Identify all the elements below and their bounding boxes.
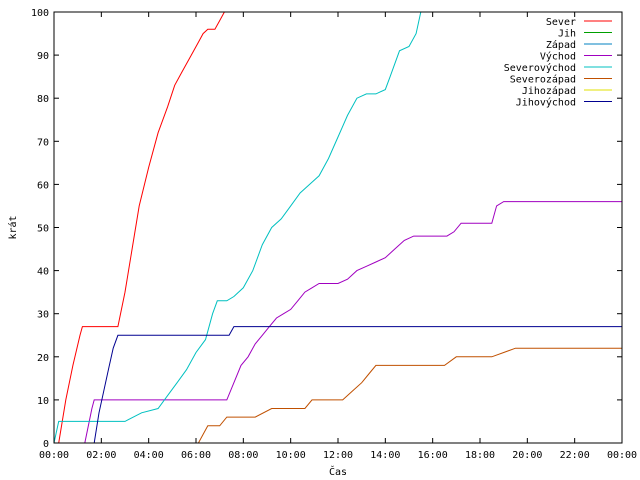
x-tick-label: 08:00 [228,450,258,461]
x-tick-label: 12:00 [323,450,353,461]
x-tick-label: 20:00 [512,450,542,461]
series-line-severovychod [53,11,422,444]
y-tick-label: 30 [37,310,49,321]
ticks-layer: 00:00 02:00 04:00 06:00 08:00 10:00 12:00 14:00… [31,8,637,461]
legend-label-zapad: Západ [546,39,576,51]
x-axis-title: Čas [329,465,347,478]
y-axis-title: krát [7,215,19,239]
x-tick-label: 00:00 [39,450,69,461]
y-tick-label: 70 [37,137,49,148]
x-tick-label: 06:00 [181,450,211,461]
x-tick-label: 00:00 [607,450,637,461]
x-tick-label: 16:00 [418,450,448,461]
y-tick-label: 90 [37,51,49,62]
x-tick-label: 14:00 [370,450,400,461]
x-tick-label: 10:00 [276,450,306,461]
y-tick-label: 10 [37,396,49,407]
x-tick-label: 02:00 [86,450,116,461]
series-line-severozapad [197,347,622,444]
y-tick-label: 20 [37,353,49,364]
y-tick-label: 100 [31,8,49,19]
legend: SeverJihZápadVýchodSeverovýchodSeverozáp… [504,17,612,109]
legend-label-jih: Jih [558,29,576,40]
legend-label-severovychod: Severovýchod [504,62,576,74]
x-tick-label: 04:00 [134,450,164,461]
x-tick-label: 18:00 [465,450,495,461]
y-tick-label: 40 [37,267,49,278]
legend-label-vychod: Východ [540,51,576,63]
legend-label-sever: Sever [546,17,576,28]
y-tick-label: 0 [43,439,49,450]
legend-label-jihozapad: Jihozápad [522,85,576,97]
y-tick-label: 50 [37,224,49,235]
series-line-vychod [84,201,622,444]
y-tick-label: 80 [37,94,49,105]
x-tick-label: 22:00 [560,450,590,461]
series-line-jihovychod [93,326,622,444]
series-layer [53,11,622,444]
legend-label-severozapad: Severozápad [510,74,576,86]
series-line-sever [58,11,225,444]
y-tick-label: 60 [37,180,49,191]
legend-label-jihovychod: Jihovýchod [516,97,576,109]
